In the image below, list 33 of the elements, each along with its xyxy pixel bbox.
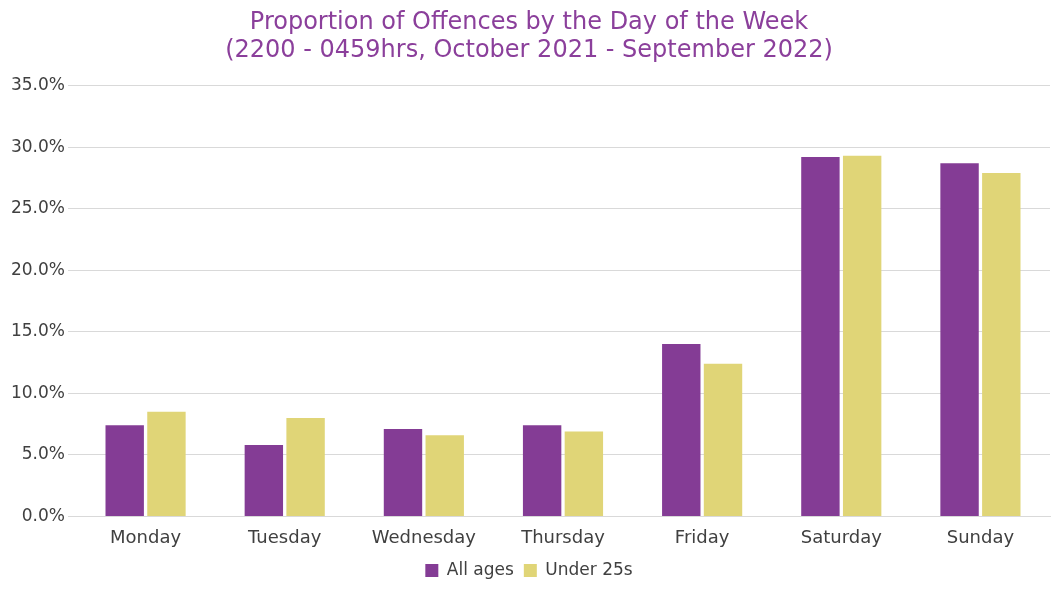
bar: [662, 344, 701, 516]
text: (2200 - 0459hrs, October 2021 - September 2022): [225, 35, 833, 64]
y-tick-label: 35.0%: [10, 74, 65, 95]
x-tick-label: Monday: [110, 525, 182, 547]
legend-label: Under 25s: [545, 558, 633, 579]
y-tick-label: 0.0%: [21, 504, 65, 525]
bar: [383, 429, 423, 516]
bar: [564, 431, 604, 516]
y-tick-label: 20.0%: [10, 258, 65, 279]
bar: [105, 425, 144, 516]
text: Proportion of Offences by the Day of the Week: [249, 6, 809, 35]
bar: [286, 417, 325, 516]
bar: [522, 425, 562, 516]
y-tick-label: 10.0%: [10, 381, 65, 402]
x-tick-label: Saturday: [800, 525, 883, 547]
y-tick-label: 30.0%: [10, 135, 65, 156]
bar: [842, 155, 882, 516]
x-tick-label: Friday: [674, 525, 730, 547]
legend-label: All ages: [446, 558, 514, 579]
x-tick-label: Thursday: [520, 525, 606, 547]
bar: [147, 411, 186, 516]
bar: [801, 156, 840, 516]
bar: [982, 172, 1021, 516]
x-tick-label: Sunday: [946, 525, 1015, 547]
bar: [703, 363, 743, 516]
y-tick-label: 25.0%: [10, 197, 65, 218]
bar: [244, 445, 284, 516]
bar: [940, 163, 979, 516]
x-tick-label: Tuesday: [247, 525, 322, 547]
bar: [425, 435, 464, 516]
x-tick-label: Wednesday: [371, 525, 477, 547]
y-tick-label: 5.0%: [21, 443, 65, 464]
y-tick-label: 15.0%: [10, 320, 65, 341]
